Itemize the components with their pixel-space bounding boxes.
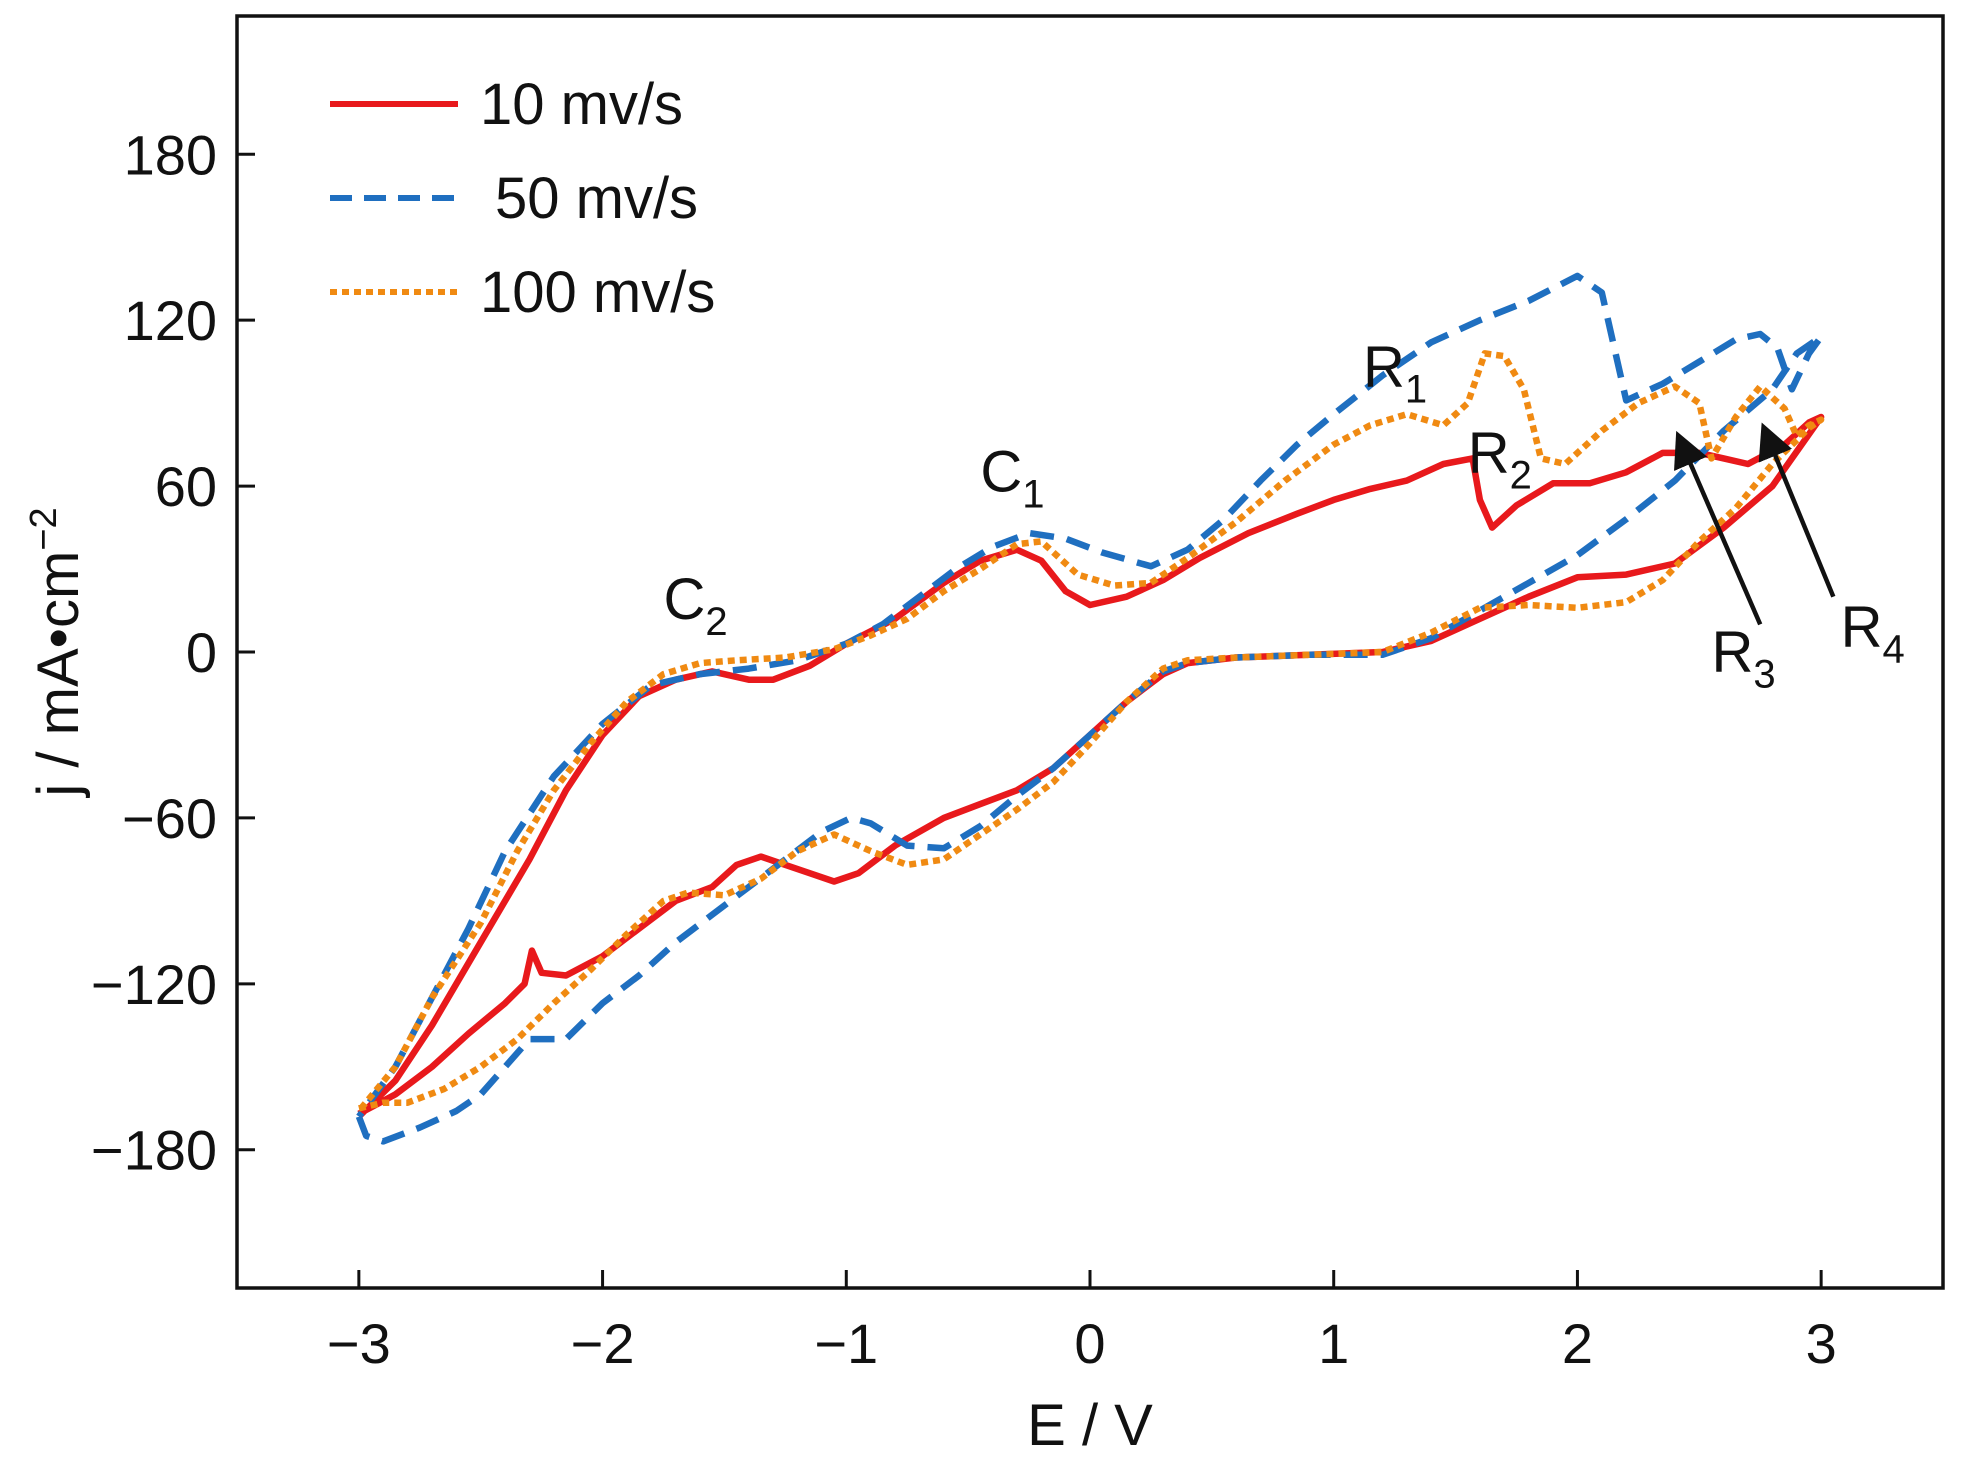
legend: 10 mv/s 50 mv/s 100 mv/s bbox=[330, 72, 715, 325]
x-axis-title: E / V bbox=[1027, 1393, 1153, 1458]
x-axis-ticks: −3 −2 −1 0 1 2 3 bbox=[327, 1270, 1837, 1375]
y-tick-label: −180 bbox=[91, 1119, 217, 1182]
x-tick-label: 3 bbox=[1806, 1312, 1837, 1375]
y-tick-label: 180 bbox=[124, 123, 217, 186]
annotation-r2-letter: R bbox=[1468, 420, 1510, 485]
x-tick-label: −2 bbox=[571, 1312, 635, 1375]
y-tick-label: −120 bbox=[91, 953, 217, 1016]
legend-label-100mvs: 100 mv/s bbox=[480, 260, 715, 325]
x-tick-label: −3 bbox=[327, 1312, 391, 1375]
annotation-c1: C1 bbox=[980, 440, 1044, 517]
y-axis-title-main: j / mA•cm bbox=[26, 551, 91, 799]
legend-label-10mvs: 10 mv/s bbox=[480, 72, 683, 137]
y-tick-label: 60 bbox=[155, 455, 217, 518]
series-layer bbox=[355, 272, 1825, 1145]
series-50mvs-line bbox=[355, 272, 1825, 1145]
r3-arrow bbox=[1674, 430, 1763, 626]
annotation-r1-subscript: 1 bbox=[1405, 368, 1427, 412]
annotation-c2-subscript: 2 bbox=[705, 600, 727, 644]
y-tick-label: −60 bbox=[122, 787, 217, 850]
annotation-r2-subscript: 2 bbox=[1510, 453, 1532, 497]
x-tick-label: 1 bbox=[1318, 1312, 1349, 1375]
annotation-c1-letter: C bbox=[980, 440, 1022, 505]
annotation-r3-subscript: 3 bbox=[1753, 652, 1775, 696]
y-axis-title: j / mA•cm−2 bbox=[23, 507, 91, 798]
annotation-r4-subscript: 4 bbox=[1883, 627, 1905, 671]
annotation-r3-letter: R bbox=[1711, 619, 1753, 684]
annotation-r3: R3 bbox=[1711, 619, 1775, 696]
x-tick-label: 0 bbox=[1074, 1312, 1105, 1375]
x-tick-label: 2 bbox=[1562, 1312, 1593, 1375]
y-tick-label: 0 bbox=[186, 621, 217, 684]
x-tick-label: −1 bbox=[814, 1312, 878, 1375]
y-tick-label: 120 bbox=[124, 289, 217, 352]
annotation-r1-letter: R bbox=[1363, 335, 1405, 400]
annotation-c2-letter: C bbox=[664, 567, 706, 632]
annotation-r2: R2 bbox=[1468, 420, 1532, 497]
annotation-r4-letter: R bbox=[1841, 594, 1883, 659]
series-10mvs-line bbox=[356, 413, 1825, 1119]
annotation-c1-subscript: 1 bbox=[1022, 473, 1044, 517]
annotation-c2: C2 bbox=[664, 567, 728, 644]
y-axis-ticks: −180 −120 −60 0 60 120 180 bbox=[91, 123, 255, 1182]
legend-label-50mvs: 50 mv/s bbox=[495, 166, 698, 231]
r4-arrow bbox=[1758, 422, 1836, 598]
annotation-r4: R4 bbox=[1841, 594, 1905, 671]
annotation-r1: R1 bbox=[1363, 335, 1427, 412]
y-axis-title-superscript: −2 bbox=[23, 507, 65, 550]
plot-frame bbox=[235, 14, 1945, 1290]
